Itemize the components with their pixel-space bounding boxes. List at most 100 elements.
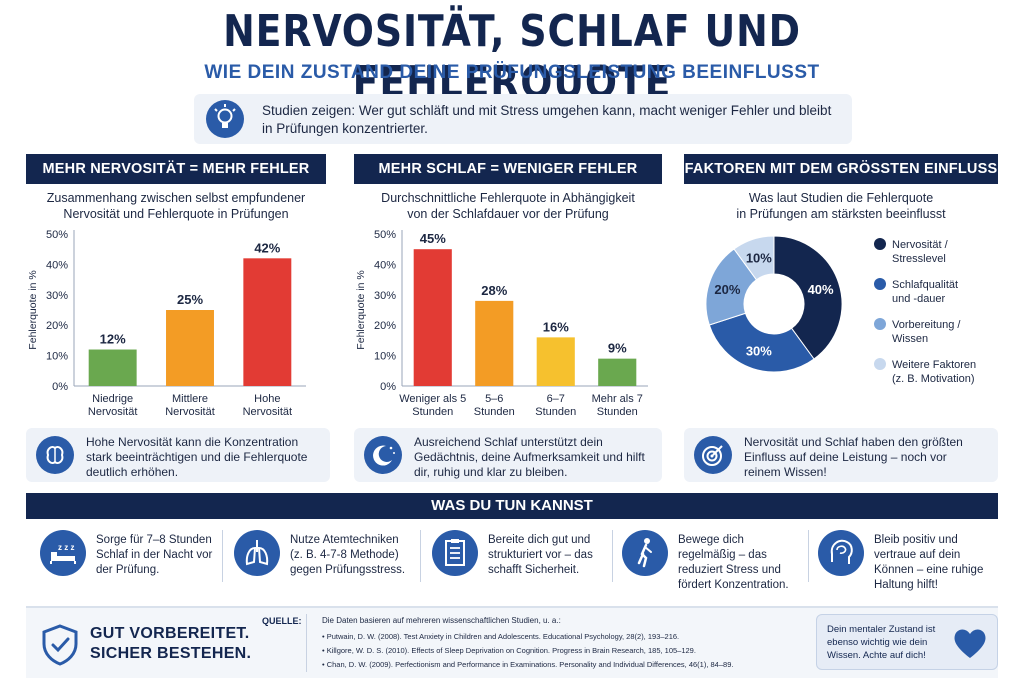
intro-text: Studien zeigen: Wer gut schläft und mit … — [262, 103, 832, 136]
legend-label: Vorbereitung / — [892, 319, 961, 331]
factors-donut-chart: 40% 30% 20% 10% Nervosität / Stresslevel Schla… — [684, 222, 998, 422]
x-tick-label: Hohe — [254, 393, 280, 405]
head-brain-icon — [818, 530, 864, 576]
data-label: 12% — [100, 332, 126, 347]
tip-divider — [420, 530, 421, 582]
intro-box: Studien zeigen: Wer gut schläft und mit … — [194, 94, 852, 144]
page-title: NERVOSITÄT, SCHLAF UND FEHLERQUOTE — [223, 6, 801, 108]
actions-heading: WAS DU TUN KANNST — [26, 493, 998, 519]
tip-breathing: Nutze Atemtechniken (z. B. 4-7-8 Methode… — [234, 522, 414, 592]
tip-preparation: Bereite dich gut und strukturiert vor – … — [432, 522, 612, 592]
subtitle-line: Zusammenhang zwischen selbst empfundener — [46, 191, 306, 205]
legend-label: Nervosität / — [892, 239, 949, 251]
legend-marker — [874, 358, 886, 370]
brand-line: SICHER BESTEHEN. — [90, 645, 252, 662]
tip-text: Sorge für 7–8 Stunden Schlaf in der Nach… — [96, 534, 213, 576]
lightbulb-icon — [206, 100, 244, 138]
panel-heading-nervousness: MEHR NERVOSITÄT = MEHR FEHLER — [26, 154, 326, 184]
shield-check-icon — [40, 624, 80, 666]
tip-text: Nutze Atemtechniken (z. B. 4-7-8 Methode… — [290, 534, 406, 576]
y-tick-label: 20% — [46, 320, 68, 332]
tip-exercise: Bewege dich regelmäßig – das reduziert S… — [622, 522, 808, 592]
legend-label: Schlafqualität — [892, 279, 958, 291]
footer-divider — [306, 614, 307, 672]
y-axis-label: Fehlerquote in % — [355, 270, 367, 349]
data-label: 9% — [608, 341, 627, 356]
source-intro: Die Daten basieren auf mehreren wissensc… — [322, 616, 561, 625]
bar — [536, 337, 575, 386]
y-tick-label: 40% — [46, 259, 68, 271]
tip-text: Bereite dich gut und strukturiert vor – … — [488, 534, 593, 576]
x-tick-label: 6–7 — [547, 393, 565, 405]
tip-sleep: z z z Sorge für 7–8 Stunden Schlaf in de… — [40, 522, 220, 592]
subtitle-line: von der Schlafdauer vor der Prüfung — [407, 207, 609, 221]
legend-marker — [874, 238, 886, 250]
brand-slogan: GUT VORBEREITET. SICHER BESTEHEN. — [90, 624, 251, 664]
x-tick-label: Nervosität — [243, 406, 293, 418]
y-tick-label: 0% — [52, 381, 68, 393]
legend-label: und -dauer — [892, 293, 946, 305]
data-label: 16% — [543, 319, 569, 334]
y-tick-label: 40% — [374, 259, 396, 271]
walking-person-icon — [622, 530, 668, 576]
y-tick-label: 50% — [46, 229, 68, 241]
target-icon — [694, 436, 732, 474]
data-label: 25% — [177, 292, 203, 307]
data-label: 42% — [254, 240, 280, 255]
bar — [243, 258, 292, 386]
legend-marker — [874, 318, 886, 330]
legend-label: Wissen — [892, 333, 928, 345]
note-text: Ausreichend Schlaf unterstützt dein Gedä… — [414, 435, 645, 479]
legend-marker — [874, 278, 886, 290]
subtitle-line: Was laut Studien die Fehlerquote — [748, 191, 934, 205]
note-text: Nervosität und Schlaf haben den größten … — [744, 435, 963, 479]
heart-icon — [954, 629, 986, 658]
tip-text: Bewege dich regelmäßig – das reduziert S… — [678, 534, 789, 591]
brain-icon — [36, 436, 74, 474]
y-tick-label: 20% — [374, 320, 396, 332]
slice-label: 40% — [808, 282, 834, 297]
donut-slice — [708, 312, 815, 373]
callout-text: Dein mentaler Zustand ist ebenso wichtig… — [827, 624, 936, 661]
x-tick-label: Niedrige — [92, 393, 133, 405]
bar — [166, 310, 214, 386]
nervousness-bar-chart: 0% 10% 20% 30% 40% 50% Fehlerquote in % 12% Nied… — [26, 222, 326, 422]
data-label: 28% — [481, 283, 507, 298]
x-tick-label: Mehr als 7 — [592, 393, 643, 405]
source-label: QUELLE: — [262, 616, 302, 626]
y-tick-label: 30% — [46, 290, 68, 302]
y-tick-label: 10% — [46, 351, 68, 363]
donut-chart-svg: 40% 30% 20% 10% Nervosität / Stresslevel Schla… — [705, 235, 976, 385]
bar — [598, 358, 637, 386]
y-axis-label: Fehlerquote in % — [27, 270, 39, 349]
callout-box: Dein mentaler Zustand ist ebenso wichtig… — [816, 614, 998, 670]
panel-note-nervousness: Hohe Nervosität kann die Konzentration s… — [26, 428, 330, 482]
tip-divider — [222, 530, 223, 582]
legend-label: (z. B. Motivation) — [892, 373, 975, 385]
donut-slice — [773, 235, 843, 360]
lungs-icon — [234, 530, 280, 576]
legend-label: Weitere Faktoren — [892, 359, 976, 371]
subtitle-line: Nervosität und Fehlerquote in Prüfungen — [63, 207, 289, 221]
page-subtitle: WIE DEIN ZUSTAND DEINE PRÜFUNGSLEISTUNG … — [204, 62, 820, 83]
tip-divider — [612, 530, 613, 582]
x-tick-label: Stunden — [535, 406, 576, 418]
panel-note-factors: Nervosität und Schlaf haben den größten … — [684, 428, 998, 482]
panel-subtitle-factors: Was laut Studien die Fehlerquote in Prüf… — [684, 190, 998, 222]
data-label: 45% — [420, 231, 446, 246]
tip-text: Bleib positiv und vertraue auf dein Könn… — [874, 534, 984, 591]
bar — [475, 300, 514, 386]
x-tick-label: 5–6 — [485, 393, 503, 405]
slice-label: 30% — [746, 344, 772, 359]
sleep-bed-icon: z z z — [40, 530, 86, 576]
panel-subtitle-nervousness: Zusammenhang zwischen selbst empfundener… — [26, 190, 326, 222]
subtitle-line: in Prüfungen am stärksten beeinflusst — [736, 207, 946, 221]
x-tick-label: Stunden — [474, 406, 515, 418]
checklist-icon — [432, 530, 478, 576]
x-tick-label: Nervosität — [88, 406, 138, 418]
bar — [413, 249, 452, 386]
x-tick-label: Nervosität — [165, 406, 215, 418]
bar-chart-svg: 0% 10% 20% 30% 40% 50% Fehlerquote in % 45% Weni… — [355, 229, 648, 418]
x-tick-label: Weniger als 5 — [399, 393, 466, 405]
source-item: • Killgore, W. D. S. (2010). Effects of … — [322, 646, 696, 655]
